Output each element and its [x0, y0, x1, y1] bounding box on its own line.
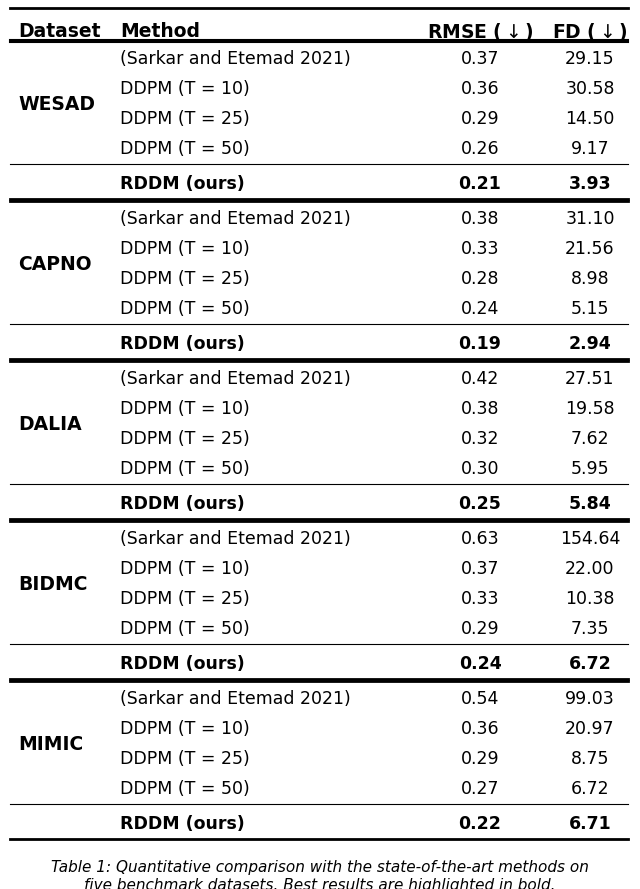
Text: 5.95: 5.95	[571, 460, 609, 478]
Text: 2.94: 2.94	[568, 335, 611, 353]
Text: RDDM (ours): RDDM (ours)	[120, 175, 244, 193]
Text: 0.33: 0.33	[461, 590, 499, 608]
Text: RDDM (ours): RDDM (ours)	[120, 495, 244, 513]
Text: 9.17: 9.17	[571, 140, 609, 158]
Text: DDPM (T = 50): DDPM (T = 50)	[120, 460, 250, 478]
Text: DDPM (T = 25): DDPM (T = 25)	[120, 750, 250, 768]
Text: 99.03: 99.03	[565, 690, 615, 708]
Text: MIMIC: MIMIC	[18, 734, 83, 754]
Text: DDPM (T = 50): DDPM (T = 50)	[120, 300, 250, 318]
Text: 0.42: 0.42	[461, 370, 499, 388]
Text: BIDMC: BIDMC	[18, 574, 88, 594]
Text: 8.75: 8.75	[571, 750, 609, 768]
Text: 22.00: 22.00	[565, 560, 615, 578]
Text: 5.84: 5.84	[568, 495, 611, 513]
Text: five benchmark datasets. Best results are highlighted in bold.: five benchmark datasets. Best results ar…	[84, 877, 556, 889]
Text: 0.29: 0.29	[461, 620, 499, 638]
Text: DDPM (T = 10): DDPM (T = 10)	[120, 560, 250, 578]
Text: 31.10: 31.10	[565, 210, 615, 228]
Text: 20.97: 20.97	[565, 720, 615, 738]
Text: DDPM (T = 50): DDPM (T = 50)	[120, 620, 250, 638]
Text: RDDM (ours): RDDM (ours)	[120, 655, 244, 673]
Text: 8.98: 8.98	[571, 270, 609, 288]
Text: 0.63: 0.63	[461, 530, 499, 548]
Text: DDPM (T = 25): DDPM (T = 25)	[120, 270, 250, 288]
Text: 0.24: 0.24	[459, 655, 501, 673]
Text: 27.51: 27.51	[565, 370, 615, 388]
Text: 0.24: 0.24	[461, 300, 499, 318]
Text: 19.58: 19.58	[565, 400, 615, 418]
Text: 0.28: 0.28	[461, 270, 499, 288]
Text: 0.27: 0.27	[461, 780, 499, 798]
Text: 154.64: 154.64	[560, 530, 620, 548]
Text: Method: Method	[120, 22, 200, 41]
Text: 0.37: 0.37	[461, 560, 499, 578]
Text: RDDM (ours): RDDM (ours)	[120, 815, 244, 833]
Text: 6.72: 6.72	[571, 780, 609, 798]
Text: 10.38: 10.38	[565, 590, 615, 608]
Text: DDPM (T = 25): DDPM (T = 25)	[120, 430, 250, 448]
Text: 30.58: 30.58	[565, 80, 615, 98]
Text: DDPM (T = 10): DDPM (T = 10)	[120, 240, 250, 258]
Text: DDPM (T = 10): DDPM (T = 10)	[120, 400, 250, 418]
Text: CAPNO: CAPNO	[18, 254, 92, 274]
Text: 0.37: 0.37	[461, 50, 499, 68]
Text: 5.15: 5.15	[571, 300, 609, 318]
Text: 21.56: 21.56	[565, 240, 615, 258]
Text: FD ($\downarrow$): FD ($\downarrow$)	[552, 20, 628, 43]
Text: 0.54: 0.54	[461, 690, 499, 708]
Text: 0.21: 0.21	[459, 175, 501, 193]
Text: 0.30: 0.30	[461, 460, 499, 478]
Text: 0.29: 0.29	[461, 110, 499, 128]
Text: 6.71: 6.71	[568, 815, 611, 833]
Text: DDPM (T = 10): DDPM (T = 10)	[120, 80, 250, 98]
Text: 0.29: 0.29	[461, 750, 499, 768]
Text: 7.35: 7.35	[571, 620, 609, 638]
Text: 14.50: 14.50	[565, 110, 614, 128]
Text: RDDM (ours): RDDM (ours)	[120, 335, 244, 353]
Text: RMSE ($\downarrow$): RMSE ($\downarrow$)	[427, 20, 533, 43]
Text: (Sarkar and Etemad 2021): (Sarkar and Etemad 2021)	[120, 690, 351, 708]
Text: (Sarkar and Etemad 2021): (Sarkar and Etemad 2021)	[120, 530, 351, 548]
Text: DDPM (T = 25): DDPM (T = 25)	[120, 590, 250, 608]
Text: DALIA: DALIA	[18, 414, 82, 434]
Text: (Sarkar and Etemad 2021): (Sarkar and Etemad 2021)	[120, 370, 351, 388]
Text: 0.38: 0.38	[461, 400, 499, 418]
Text: (Sarkar and Etemad 2021): (Sarkar and Etemad 2021)	[120, 50, 351, 68]
Text: 0.19: 0.19	[459, 335, 501, 353]
Text: 29.15: 29.15	[565, 50, 615, 68]
Text: 0.25: 0.25	[459, 495, 501, 513]
Text: 0.33: 0.33	[461, 240, 499, 258]
Text: 0.36: 0.36	[461, 80, 499, 98]
Text: WESAD: WESAD	[18, 94, 95, 114]
Text: 7.62: 7.62	[571, 430, 609, 448]
Text: (Sarkar and Etemad 2021): (Sarkar and Etemad 2021)	[120, 210, 351, 228]
Text: 0.36: 0.36	[461, 720, 499, 738]
Text: Table 1: Quantitative comparison with the state-of-the-art methods on: Table 1: Quantitative comparison with th…	[51, 860, 589, 875]
Text: DDPM (T = 25): DDPM (T = 25)	[120, 110, 250, 128]
Text: 0.32: 0.32	[461, 430, 499, 448]
Text: 3.93: 3.93	[569, 175, 611, 193]
Text: Dataset: Dataset	[18, 22, 100, 41]
Text: 0.26: 0.26	[461, 140, 499, 158]
Text: 6.72: 6.72	[568, 655, 611, 673]
Text: 0.38: 0.38	[461, 210, 499, 228]
Text: DDPM (T = 10): DDPM (T = 10)	[120, 720, 250, 738]
Text: DDPM (T = 50): DDPM (T = 50)	[120, 780, 250, 798]
Text: DDPM (T = 50): DDPM (T = 50)	[120, 140, 250, 158]
Text: 0.22: 0.22	[459, 815, 501, 833]
